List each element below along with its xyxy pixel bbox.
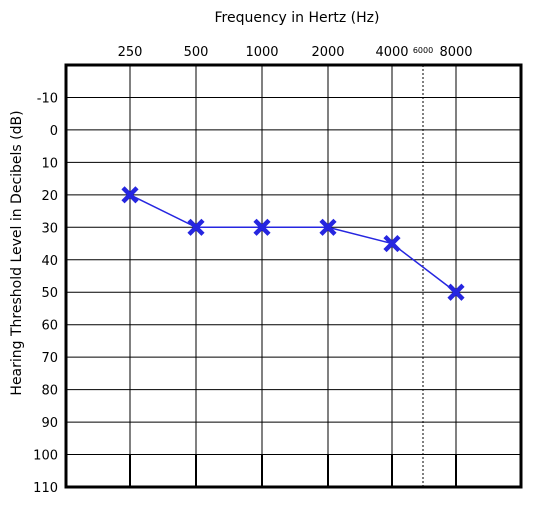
x-tick-label: 500 [184, 45, 209, 60]
y-tick-label: 70 [41, 351, 58, 366]
y-tick-label: 40 [41, 254, 58, 269]
series-hearing-threshold [121, 186, 465, 301]
y-tick-label: 110 [33, 481, 58, 496]
y-tick-label: 50 [41, 286, 58, 301]
x-tick-label: 1000 [245, 45, 278, 60]
data-point-x-marker [319, 218, 337, 236]
plot-frame [64, 63, 523, 489]
data-point-x-marker [253, 218, 271, 236]
y-tick-labels: -10 0 10 20 30 40 50 60 70 80 90 100 110 [33, 91, 58, 496]
x-tick-label: 8000 [439, 45, 472, 60]
y-tick-label: 80 [41, 384, 58, 399]
data-point-x-marker [447, 283, 465, 301]
grid [66, 65, 521, 488]
data-point-x-marker [187, 218, 205, 236]
data-point-x-marker [383, 234, 401, 253]
x-tick-labels: 250 500 1000 2000 4000 6000 8000 [118, 45, 473, 60]
x-tick-label: 4000 [375, 45, 408, 60]
x-tick-label: 2000 [311, 45, 344, 60]
y-tick-label: 20 [41, 189, 58, 204]
y-tick-label: 90 [41, 416, 58, 431]
x-axis-title: Frequency in Hertz (Hz) [215, 10, 380, 26]
x-tick-label: 250 [118, 45, 143, 60]
data-point-x-marker [121, 186, 139, 204]
x-tick-label: 6000 [413, 46, 433, 55]
y-tick-label: 60 [41, 319, 58, 334]
series-line [129, 194, 457, 293]
y-tick-label: 30 [41, 221, 58, 236]
y-tick-label: -10 [37, 91, 58, 106]
y-tick-label: 0 [50, 124, 58, 139]
y-axis-title: Hearing Threshold Level in Decibels (dB) [9, 110, 25, 395]
y-tick-label: 100 [33, 449, 58, 464]
y-tick-label: 10 [41, 156, 58, 171]
